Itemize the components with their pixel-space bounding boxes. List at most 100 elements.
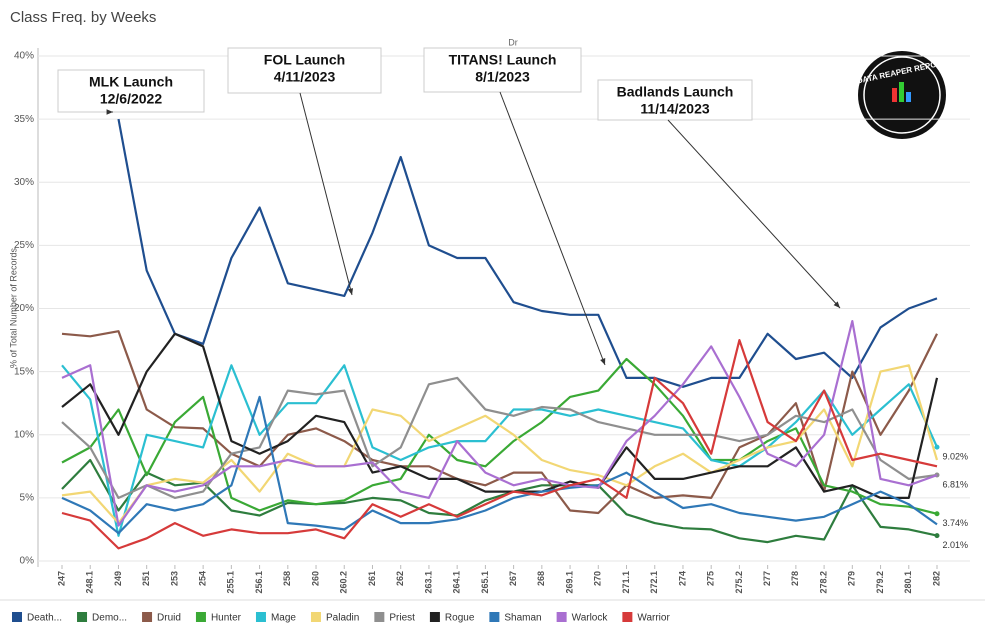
legend-swatch (142, 612, 153, 622)
x-tick-label: 275 (706, 571, 716, 586)
annotation-box (227, 47, 382, 94)
legend-swatch (429, 612, 440, 622)
logo-ring (863, 56, 941, 134)
value-label: 6.81% (942, 479, 968, 489)
legend-label: Paladin (326, 613, 359, 624)
x-tick-label: 278.2 (818, 571, 828, 594)
legend-label: Demo... (92, 613, 127, 624)
series-line (61, 332, 939, 499)
y-tick-label: 40% (14, 51, 34, 62)
x-tick-label: 262 (395, 571, 405, 586)
x-tick-label: 269.1 (564, 571, 574, 594)
series-line (61, 339, 938, 550)
annotation-box (57, 69, 205, 113)
value-label: 2.01% (942, 540, 968, 550)
y-tick-label: 30% (14, 177, 34, 188)
x-tick-label: 251 (141, 571, 151, 586)
legend-swatch (195, 612, 206, 622)
series-line (61, 364, 939, 525)
legend-label: Warrior (637, 613, 670, 624)
x-tick-label: 270 (593, 571, 603, 586)
annotation-text: MLK Launch (89, 74, 173, 90)
series-line (61, 357, 938, 515)
logo-bar (892, 88, 897, 102)
series-line (61, 458, 938, 544)
x-tick-label: 268 (536, 571, 546, 586)
legend-swatch (255, 612, 266, 622)
x-tick-label: 277 (762, 571, 772, 586)
x-tick-label: 247 (56, 571, 66, 586)
end-point (934, 444, 940, 450)
x-tick-label: 254 (198, 571, 208, 586)
annotation-text: Badlands Launch (617, 84, 734, 100)
legend-label: Druid (157, 613, 181, 624)
legend-swatch (374, 612, 385, 622)
x-tick-label: 272.1 (649, 571, 659, 594)
legend-swatch (622, 612, 633, 622)
legend-swatch (77, 612, 88, 622)
x-tick-label: 275.2 (734, 571, 744, 594)
x-tick-label: 258 (282, 571, 292, 586)
y-tick-label: 0% (20, 556, 35, 567)
legend-label: Priest (389, 613, 415, 624)
annotation-text: TITANS! Launch (449, 52, 557, 68)
annotation-text: 11/14/2023 (640, 101, 710, 117)
annotation-arrow (499, 91, 606, 366)
legend-label: Shaman (504, 613, 541, 624)
y-tick-label: 5% (20, 493, 35, 504)
y-tick-label: 20% (14, 303, 34, 314)
header: Dr (508, 37, 518, 47)
y-tick-label: 10% (14, 429, 34, 440)
legend-label: Warlock (572, 613, 609, 624)
x-tick-label: 260 (310, 571, 320, 586)
legend-label: Rogue (445, 613, 475, 624)
annotation-box (597, 79, 753, 121)
x-tick-label: 278 (790, 571, 800, 586)
x-tick-label: 271.1 (621, 571, 631, 594)
annotation-text: 12/6/2022 (100, 91, 162, 107)
x-tick-label: 263.1 (423, 571, 433, 594)
x-tick-label: 260.2 (339, 571, 349, 594)
annotation-text: 8/1/2023 (475, 69, 530, 85)
x-tick-label: 248.1 (85, 571, 95, 594)
legend-label: Death... (27, 613, 62, 624)
x-tick-label: 249 (113, 571, 123, 586)
logo: DATA REAPER REPORT (856, 51, 948, 139)
series-line (61, 320, 938, 527)
annotation-text: FOL Launch (264, 52, 345, 68)
annotation-text: 4/11/2023 (274, 69, 336, 85)
logo-bar (899, 82, 904, 102)
x-tick-label: 279 (847, 571, 857, 586)
annotation-arrow (299, 92, 353, 296)
legend-label: Hunter (211, 613, 242, 624)
logo-bar (906, 92, 911, 102)
y-tick-label: 15% (14, 366, 34, 377)
series-line (61, 395, 938, 535)
annotation-arrowhead (833, 301, 840, 308)
annotation-arrowhead (600, 358, 606, 365)
x-tick-label: 280.1 (903, 571, 913, 594)
value-label: 3.74% (942, 518, 968, 528)
annotation-arrowhead (106, 109, 113, 115)
x-tick-label: 282 (931, 571, 941, 586)
end-point (934, 511, 940, 517)
legend-swatch (489, 612, 500, 622)
x-tick-label: 253 (169, 571, 179, 586)
end-point (934, 533, 940, 539)
x-tick-label: 256.1 (254, 571, 264, 594)
series-line (117, 118, 938, 388)
annotation-arrowhead (347, 288, 354, 295)
x-tick-label: 274 (677, 571, 687, 586)
chart-title: Class Freq. by Weeks (10, 9, 156, 26)
x-tick-label: 279.2 (875, 571, 885, 594)
x-tick-label: 267 (508, 571, 518, 586)
y-axis-label: % of Total Number of Records (8, 248, 18, 368)
x-tick-label: 264.1 (452, 571, 462, 594)
legend-swatch (310, 612, 321, 622)
x-tick-label: 265.1 (480, 571, 490, 594)
value-label: 9.02% (942, 451, 968, 461)
y-tick-label: 25% (14, 240, 34, 251)
legend-label: Mage (271, 613, 296, 624)
series-line (61, 376, 938, 499)
